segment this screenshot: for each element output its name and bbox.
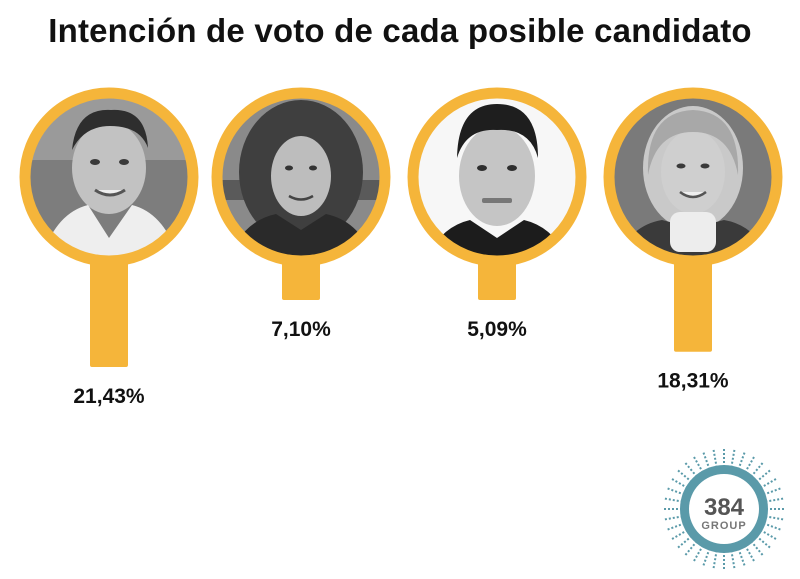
bar-4 (674, 262, 712, 352)
candidate-portrait-4 (614, 98, 772, 256)
data-label-1: 21,43% (73, 385, 145, 408)
bar-2 (282, 262, 320, 300)
data-label-2: 7,10% (271, 318, 331, 341)
magnifier-ring-2 (211, 87, 391, 267)
candidate-portrait-2 (222, 98, 380, 256)
candidate-portrait-3 (418, 98, 576, 256)
candidate-portrait-1 (30, 98, 188, 256)
384-group-logo: 384 GROUP (663, 448, 785, 570)
data-label-3: 5,09% (467, 318, 527, 341)
logo-text: GROUP (701, 520, 746, 532)
magnifier-ring-1 (19, 87, 199, 267)
logo-number: 384 (704, 494, 745, 521)
data-label-4: 18,31% (657, 370, 729, 393)
magnifier-ring-4 (603, 87, 783, 267)
bar-1 (90, 262, 128, 368)
bar-3 (478, 262, 516, 300)
magnifier-ring-3 (407, 87, 587, 267)
chart-title: Intención de voto de cada posible candid… (48, 12, 752, 49)
